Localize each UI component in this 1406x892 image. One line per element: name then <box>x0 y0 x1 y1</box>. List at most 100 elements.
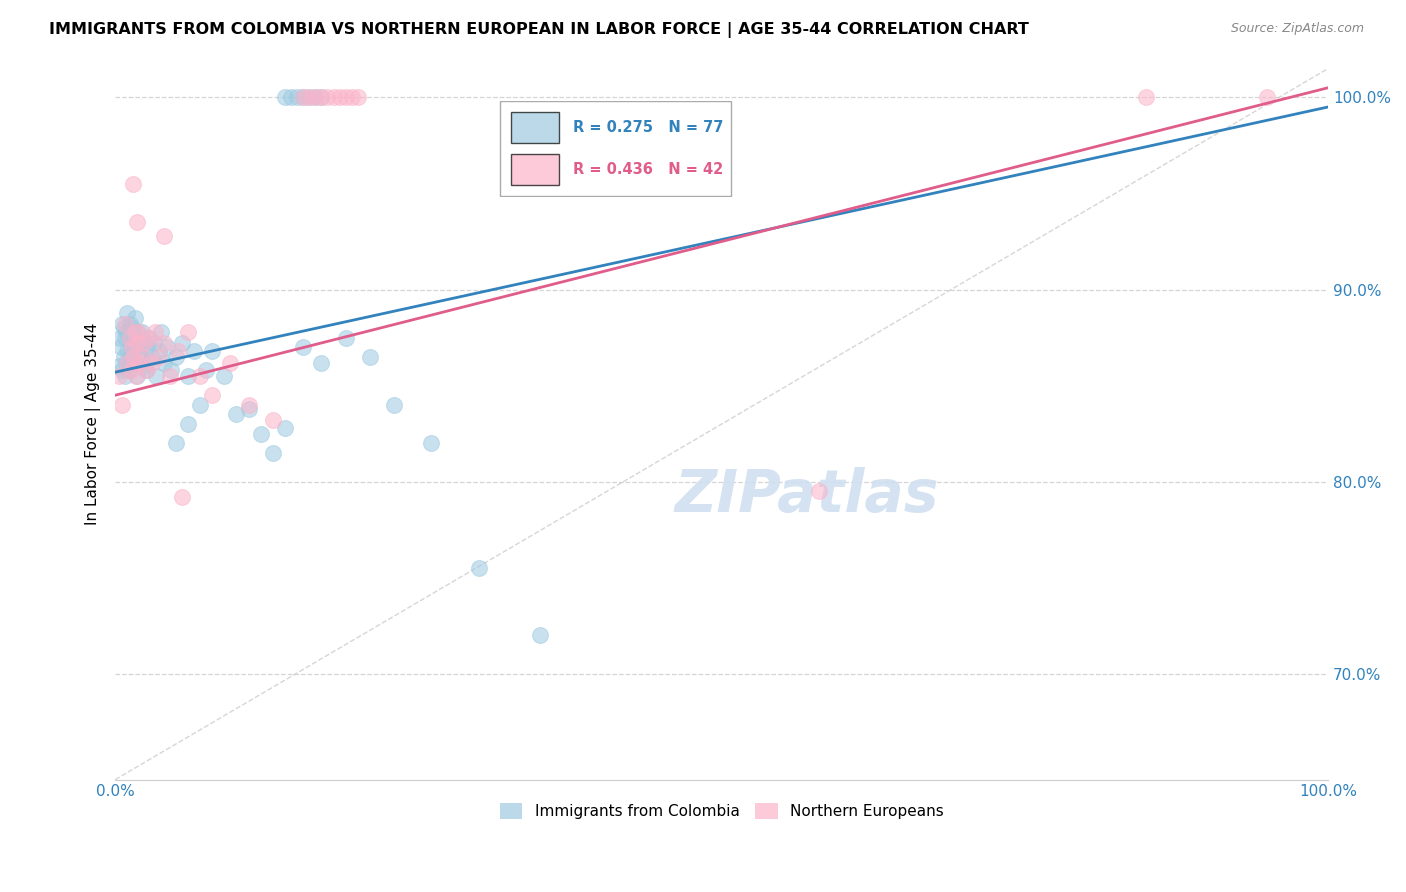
Point <box>127 344 149 359</box>
Point <box>152 228 174 243</box>
Point <box>120 355 142 369</box>
Point <box>225 408 247 422</box>
Point <box>183 344 205 359</box>
Point <box>468 561 491 575</box>
Point <box>121 330 143 344</box>
Point <box>131 350 153 364</box>
Point <box>117 328 139 343</box>
Point <box>201 344 224 359</box>
Text: IMMIGRANTS FROM COLOMBIA VS NORTHERN EUROPEAN IN LABOR FORCE | AGE 35-44 CORRELA: IMMIGRANTS FROM COLOMBIA VS NORTHERN EUR… <box>49 22 1029 38</box>
Point <box>382 398 405 412</box>
Point <box>114 317 136 331</box>
Point <box>346 90 368 104</box>
Point <box>529 628 551 642</box>
Point <box>160 363 183 377</box>
Point <box>285 90 308 104</box>
Point <box>117 305 139 319</box>
Point <box>132 359 155 374</box>
Point <box>112 350 135 364</box>
Point <box>359 350 381 364</box>
Point <box>807 484 830 499</box>
Point <box>118 350 141 364</box>
Point <box>311 355 333 369</box>
Point <box>128 336 150 351</box>
Point <box>118 317 141 331</box>
Point <box>145 369 167 384</box>
Point <box>335 330 357 344</box>
Point <box>311 90 333 104</box>
Point <box>108 359 131 374</box>
Point <box>114 330 136 344</box>
Point <box>159 369 181 384</box>
Point <box>120 340 142 354</box>
Point <box>125 215 148 229</box>
Point <box>152 336 174 351</box>
Point <box>125 336 148 351</box>
Point <box>124 340 146 354</box>
Point <box>115 325 138 339</box>
Point <box>150 325 173 339</box>
Point <box>143 336 166 351</box>
Point <box>111 363 134 377</box>
Point <box>108 369 131 384</box>
Point <box>188 398 211 412</box>
Point <box>274 421 297 435</box>
Point <box>316 90 339 104</box>
Point <box>136 355 159 369</box>
Point <box>129 350 152 364</box>
Point <box>1135 90 1157 104</box>
Point <box>118 330 141 344</box>
Point <box>304 90 326 104</box>
Point <box>122 350 145 364</box>
Point <box>121 340 143 354</box>
Point <box>177 325 200 339</box>
Point <box>280 90 302 104</box>
Point <box>304 90 326 104</box>
Text: Source: ZipAtlas.com: Source: ZipAtlas.com <box>1230 22 1364 36</box>
Point <box>262 413 284 427</box>
Point <box>329 90 352 104</box>
Point <box>195 363 218 377</box>
Legend: Immigrants from Colombia, Northern Europeans: Immigrants from Colombia, Northern Europ… <box>494 797 950 825</box>
Point <box>125 333 148 347</box>
Point <box>335 90 357 104</box>
Point <box>125 325 148 339</box>
Point <box>1256 90 1278 104</box>
Point <box>165 436 187 450</box>
Point <box>141 350 163 364</box>
Point <box>121 321 143 335</box>
Point <box>167 344 190 359</box>
Point <box>238 401 260 416</box>
Point <box>219 355 242 369</box>
Point <box>134 363 156 377</box>
Point <box>201 388 224 402</box>
Point <box>128 325 150 339</box>
Point <box>214 369 236 384</box>
Point <box>148 344 170 359</box>
Point <box>292 340 315 354</box>
Y-axis label: In Labor Force | Age 35-44: In Labor Force | Age 35-44 <box>86 323 101 525</box>
Point <box>249 426 271 441</box>
Point <box>138 330 160 344</box>
Point <box>177 417 200 431</box>
Point <box>177 369 200 384</box>
Point <box>143 325 166 339</box>
Point <box>125 369 148 384</box>
Point <box>122 177 145 191</box>
Point <box>125 355 148 369</box>
Point <box>188 369 211 384</box>
Point <box>112 321 135 335</box>
Point <box>134 336 156 351</box>
Point <box>125 369 148 384</box>
Text: ZIPatlas: ZIPatlas <box>675 467 939 524</box>
Point <box>135 363 157 377</box>
Point <box>135 340 157 354</box>
Point <box>111 398 134 412</box>
Point <box>115 355 138 369</box>
Point <box>274 90 297 104</box>
Point <box>117 355 139 369</box>
Point <box>108 330 131 344</box>
Point <box>165 350 187 364</box>
Point <box>340 90 363 104</box>
Point <box>141 355 163 369</box>
